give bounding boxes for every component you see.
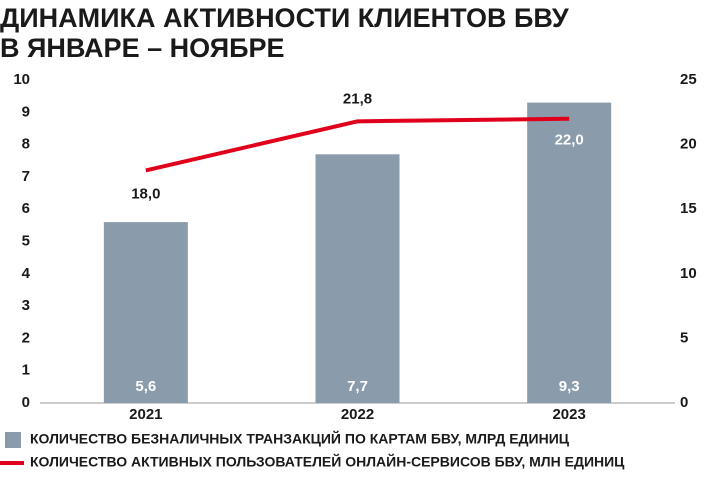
y2-tick-label: 0 xyxy=(680,394,688,411)
y-tick-label: 6 xyxy=(22,200,30,217)
x-tick-label: 2021 xyxy=(129,406,162,423)
y-tick-label: 0 xyxy=(22,394,30,411)
bar-value-label: 9,3 xyxy=(559,378,580,395)
y-tick-label: 5 xyxy=(22,232,30,249)
y2-tick-label: 25 xyxy=(680,71,697,88)
y-tick-label: 1 xyxy=(22,362,30,379)
y-tick-label: 7 xyxy=(22,168,30,185)
y2-tick-label: 15 xyxy=(680,200,697,217)
y-tick-label: 8 xyxy=(22,136,30,153)
chart-title: В ЯНВАРЕ – НОЯБРЕ xyxy=(0,33,285,63)
line-value-label: 22,0 xyxy=(555,132,584,149)
bar-value-label: 5,6 xyxy=(135,378,156,395)
legend-label: КОЛИЧЕСТВО БЕЗНАЛИЧНЫХ ТРАНЗАКЦИЙ ПО КАР… xyxy=(30,430,570,447)
chart-title: ДИНАМИКА АКТИВНОСТИ КЛИЕНТОВ БВУ xyxy=(0,3,570,33)
x-tick-label: 2023 xyxy=(552,406,585,423)
y-tick-label: 2 xyxy=(22,329,30,346)
y2-tick-label: 5 xyxy=(680,329,688,346)
y-tick-label: 10 xyxy=(13,71,30,88)
bar xyxy=(527,102,612,404)
x-tick-label: 2022 xyxy=(341,406,374,423)
y-tick-label: 9 xyxy=(22,103,30,120)
bar-value-label: 7,7 xyxy=(347,378,368,395)
line xyxy=(145,116,570,173)
legend-label: КОЛИЧЕСТВО АКТИВНЫХ ПОЛЬЗОВАТЕЛЕЙ ОНЛАЙН… xyxy=(30,453,625,470)
bar xyxy=(103,222,188,403)
y-tick-label: 3 xyxy=(22,297,30,314)
y2-tick-label: 10 xyxy=(680,265,697,282)
bar xyxy=(315,154,400,403)
y2-tick-label: 20 xyxy=(680,136,697,153)
line-value-label: 21,8 xyxy=(343,90,372,107)
line-value-label: 18,0 xyxy=(131,185,160,202)
y-tick-label: 4 xyxy=(22,265,31,282)
legend-swatch xyxy=(5,432,21,448)
